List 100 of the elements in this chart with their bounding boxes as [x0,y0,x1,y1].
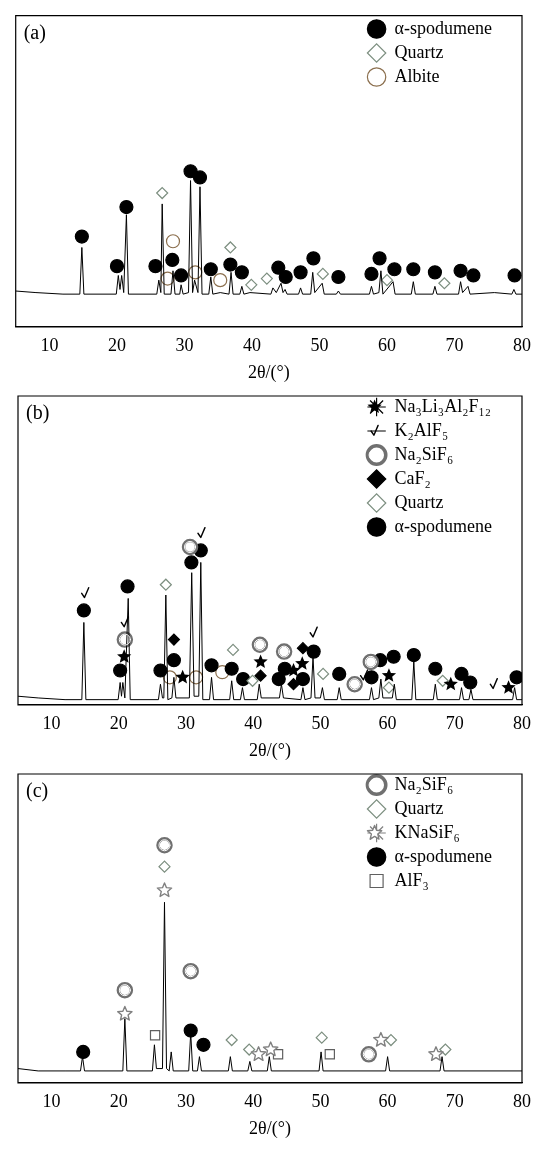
x-tick-label: 40 [244,713,263,734]
point [382,681,396,694]
point [153,663,168,678]
legend-label: Quartz [394,41,444,62]
x-tick-label: 30 [177,1091,195,1112]
point [117,649,132,663]
x-axis-title: 2θ/(°) [249,1117,291,1139]
point [316,667,330,681]
point [234,265,249,280]
x-tick-label: 10 [40,335,59,356]
point [428,661,443,676]
x-tick-label: 50 [310,335,329,356]
legend-label: Na₂SiF₆ [394,773,454,794]
point [262,1041,279,1057]
legend-label: KNaSiF₆ [394,821,460,842]
point [271,671,286,687]
point [364,266,379,282]
point [156,882,173,898]
point [454,666,469,682]
point [296,642,310,655]
point [331,269,346,285]
point [165,234,181,249]
point [260,272,273,285]
point [438,277,451,290]
legend-label: Na₃Li₃Al₂F₁₂ [394,395,491,416]
point [120,579,135,594]
point [246,674,259,687]
x-tick-label: 40 [244,1091,263,1112]
point [149,1030,161,1041]
x-tick-label: 80 [513,335,531,356]
point [167,633,180,646]
point [443,676,458,691]
legend-label: Quartz [394,797,444,818]
point [427,265,443,280]
point [159,578,172,591]
point [109,259,125,274]
point [306,251,321,266]
point [76,603,91,618]
point [373,1031,389,1047]
point [183,1023,198,1038]
x-tick-label: 20 [109,713,128,734]
x-tick-label: 10 [42,1091,61,1112]
point [428,1046,444,1062]
chart-title: (b) [26,401,50,425]
point [295,671,311,687]
point [278,269,293,285]
point [315,1031,328,1044]
point [501,680,516,694]
point [463,675,478,690]
x-tick-label: 30 [177,713,195,734]
x-tick-label: 60 [377,335,396,356]
point [117,1005,133,1021]
x-tick-label: 20 [107,335,126,356]
point [223,257,238,272]
legend-label: Quartz [394,491,444,512]
point [387,262,402,277]
legend-label: K₂AlF₅ [394,419,449,440]
point [156,186,169,200]
point [225,1033,238,1047]
legend-label: AlF₃ [394,869,429,890]
x-tick-label: 60 [378,713,397,734]
point [380,274,394,287]
point [359,669,369,681]
legend-label: α-spodumene [394,515,493,536]
x-tick-label: 40 [242,335,261,356]
point [453,263,468,278]
point [226,643,240,656]
x-tick-label: 80 [513,1091,531,1112]
legend-label: CaF₂ [394,467,431,488]
point [224,661,239,676]
point [364,670,379,685]
point [324,1049,335,1060]
point [287,678,300,691]
x-tick-label: 20 [109,1091,128,1112]
point [406,262,421,277]
point [113,663,128,678]
point [224,241,237,254]
chart-title: (a) [23,20,46,44]
x-tick-label: 70 [445,335,464,356]
point [250,1046,267,1062]
legend-label: Na₂SiF₆ [394,443,454,464]
x-tick-label: 70 [445,1091,464,1112]
x-tick-label: 60 [378,1091,397,1112]
point [271,260,286,275]
point [184,555,199,570]
x-axis-title: 2θ/(°) [249,739,291,761]
chart-title: (c) [26,779,49,803]
x-tick-label: 30 [175,335,194,356]
legend-label: α-spodumene [394,845,493,866]
point [386,649,401,664]
x-tick-label: 50 [311,713,330,734]
point [406,647,421,663]
point [293,265,308,280]
x-tick-label: 70 [445,713,464,734]
point [204,658,219,673]
point [192,170,208,185]
point [245,278,258,291]
point [196,1037,211,1052]
legend-label: α-spodumene [394,17,493,38]
point [119,199,134,215]
